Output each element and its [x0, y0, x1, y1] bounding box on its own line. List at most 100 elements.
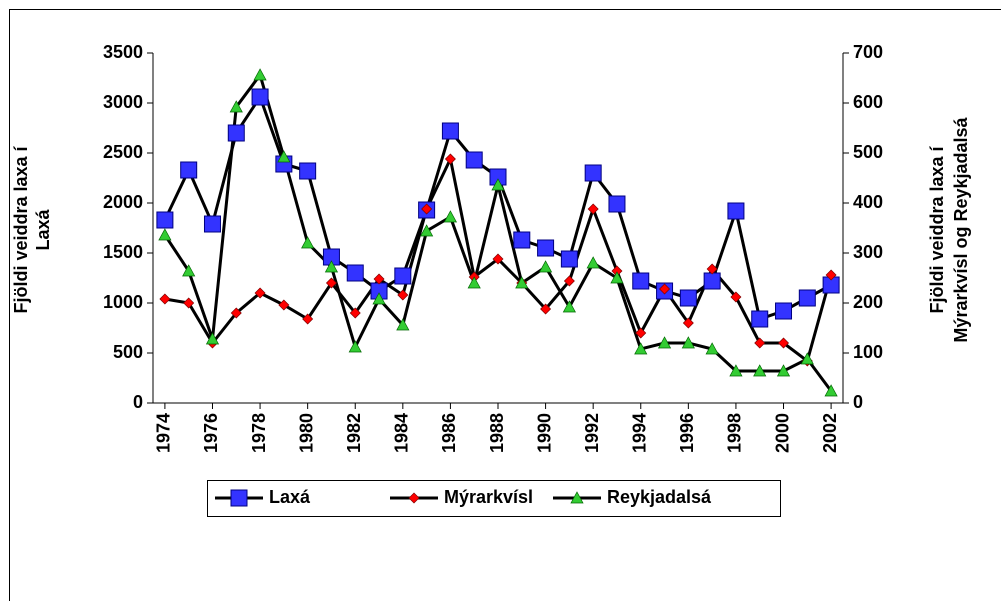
marker: [302, 313, 314, 325]
marker: [824, 384, 838, 397]
x-tick-label: 1978: [249, 413, 269, 453]
marker: [560, 250, 578, 268]
marker: [251, 88, 269, 106]
y2-tick-label: 300: [853, 242, 883, 262]
legend-label: Mýrarkvísl: [444, 487, 533, 507]
marker: [229, 100, 243, 113]
x-tick-label: 1996: [677, 413, 697, 453]
y2-tick-label: 500: [853, 142, 883, 162]
marker: [754, 337, 766, 349]
y2-tick-label: 100: [853, 342, 883, 362]
marker: [182, 264, 196, 277]
marker: [420, 224, 434, 237]
marker: [679, 289, 697, 307]
marker: [183, 297, 195, 309]
x-tick-label: 1992: [582, 413, 602, 453]
marker: [278, 299, 290, 311]
marker: [775, 302, 793, 320]
marker: [635, 327, 647, 339]
x-tick-label: 1974: [154, 413, 174, 453]
marker: [203, 215, 221, 233]
marker: [659, 283, 671, 295]
marker: [254, 287, 266, 299]
y-tick-label: 2500: [103, 142, 143, 162]
x-tick-label: 2000: [772, 413, 792, 453]
x-tick-label: 1980: [296, 413, 316, 453]
x-tick-label: 2002: [820, 413, 840, 453]
marker: [156, 211, 174, 229]
y2-tick-label: 600: [853, 92, 883, 112]
marker: [396, 318, 410, 331]
y2-tick-label: 400: [853, 192, 883, 212]
marker: [372, 292, 386, 305]
marker: [325, 277, 337, 289]
y-tick-label: 0: [133, 392, 143, 412]
marker: [513, 231, 531, 249]
y-tick-label: 500: [113, 342, 143, 362]
x-tick-label: 1988: [487, 413, 507, 453]
marker: [682, 317, 694, 329]
x-tick-label: 1986: [439, 413, 459, 453]
marker: [800, 352, 814, 365]
marker: [825, 269, 837, 281]
marker: [657, 336, 672, 349]
marker: [421, 203, 433, 215]
marker: [324, 260, 339, 273]
marker: [608, 195, 626, 213]
legend-label: Laxá: [269, 487, 311, 507]
marker: [563, 275, 575, 287]
y2-axis-title: Fjöldi veiddra laxa í: [927, 145, 947, 313]
y-axis-title: Laxá: [33, 208, 53, 250]
marker: [465, 151, 483, 169]
marker: [703, 272, 721, 290]
marker: [159, 293, 171, 305]
marker: [730, 291, 742, 303]
marker: [443, 210, 458, 223]
marker: [348, 340, 362, 353]
marker: [753, 364, 767, 377]
marker: [394, 267, 412, 285]
legend-box: [207, 480, 781, 517]
y2-tick-label: 200: [853, 292, 883, 312]
marker: [778, 337, 790, 349]
marker: [253, 68, 267, 81]
marker: [349, 307, 361, 319]
legend-label: Reykjadalsá: [607, 487, 712, 507]
y-tick-label: 3500: [103, 42, 143, 62]
marker: [610, 271, 624, 284]
x-tick-label: 1998: [725, 413, 745, 453]
x-tick-label: 1994: [630, 413, 650, 453]
legend-marker: [570, 491, 584, 504]
marker: [584, 164, 602, 182]
marker: [705, 342, 719, 355]
marker: [301, 236, 315, 249]
marker: [537, 239, 555, 257]
x-tick-label: 1982: [344, 413, 364, 453]
marker: [230, 307, 242, 319]
y-tick-label: 1000: [103, 292, 143, 312]
marker: [751, 310, 769, 328]
marker: [397, 289, 409, 301]
marker: [634, 342, 648, 355]
marker: [346, 264, 364, 282]
marker: [706, 263, 718, 275]
y-tick-label: 1500: [103, 242, 143, 262]
marker: [776, 364, 791, 377]
marker: [444, 153, 456, 165]
marker: [227, 124, 245, 142]
marker: [515, 276, 529, 289]
marker: [491, 178, 505, 191]
x-tick-label: 1990: [534, 413, 554, 453]
marker: [467, 276, 481, 289]
marker: [158, 228, 172, 241]
marker: [729, 364, 743, 377]
y2-axis-title: Mýrarkvísl og Reykjadalsá: [951, 116, 971, 342]
marker: [492, 253, 504, 265]
marker: [586, 256, 600, 269]
marker: [587, 203, 599, 215]
marker: [277, 150, 291, 163]
marker: [373, 273, 385, 285]
y-tick-label: 3000: [103, 92, 143, 112]
marker: [180, 161, 198, 179]
y-tick-label: 2000: [103, 192, 143, 212]
